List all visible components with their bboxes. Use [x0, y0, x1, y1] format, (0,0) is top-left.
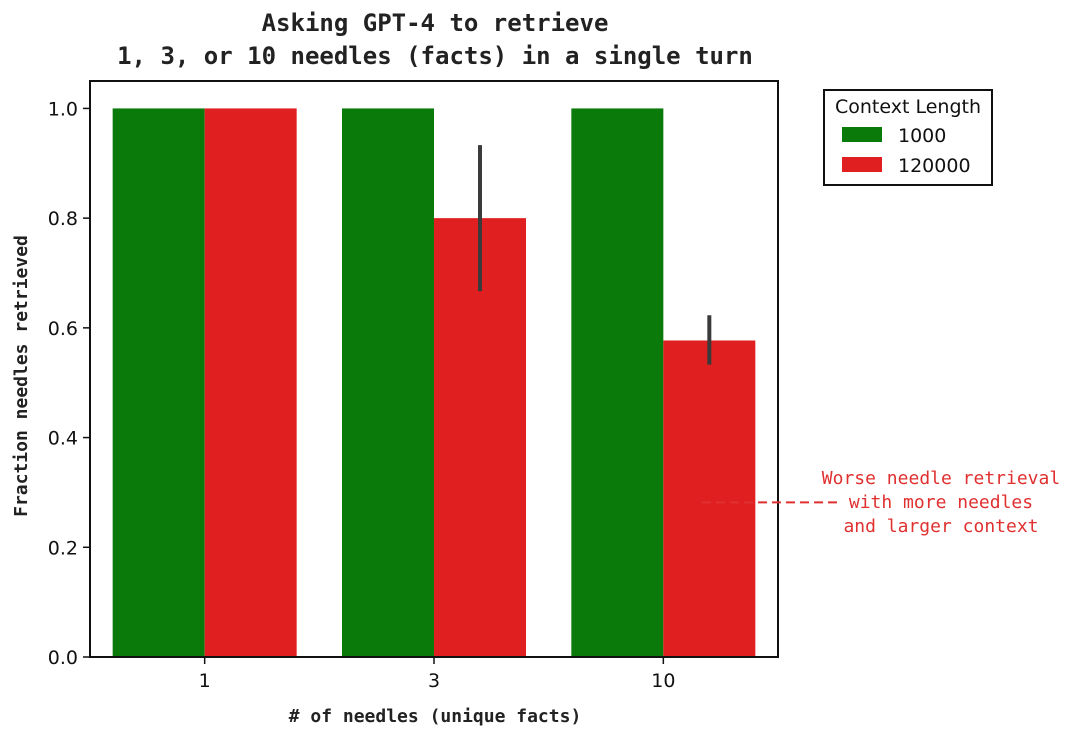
x-axis: 1 3 10 — [199, 657, 675, 692]
legend: Context Length 1000 120000 — [823, 89, 993, 186]
legend-swatch-1000 — [842, 127, 882, 142]
y-tick-label-1: 0.2 — [48, 537, 78, 559]
bars-group — [112, 108, 756, 657]
y-tick-label-3: 0.6 — [48, 318, 78, 340]
legend-label-1000: 1000 — [898, 125, 946, 147]
y-tick-label-0: 0.0 — [48, 647, 78, 669]
legend-label-120000: 120000 — [898, 155, 971, 177]
y-tick-label-2: 0.4 — [48, 428, 78, 450]
bar-1000-3 — [342, 108, 434, 657]
annotation-text-line-2: with more needles — [849, 492, 1033, 513]
bar-120000-10 — [663, 340, 756, 657]
x-tick-label-10: 10 — [651, 670, 675, 692]
chart-title: Asking GPT-4 to retrieve 1, 3, or 10 nee… — [117, 9, 753, 70]
annotation-text-line-1: Worse needle retrieval — [822, 468, 1060, 489]
legend-swatch-120000 — [842, 157, 882, 172]
y-axis: 0.0 0.2 0.4 0.6 0.8 1.0 — [48, 98, 90, 669]
bar-120000-1 — [204, 108, 297, 657]
bar-120000-3 — [434, 218, 526, 657]
chart-title-line-1: Asking GPT-4 to retrieve — [262, 9, 609, 37]
annotation: Worse needle retrieval with more needles… — [702, 468, 1060, 537]
y-axis-label: Fraction needles retrieved — [11, 235, 32, 517]
bar-1000-1 — [112, 108, 205, 657]
y-tick-label-4: 0.8 — [48, 208, 78, 230]
chart-title-line-2: 1, 3, or 10 needles (facts) in a single … — [117, 42, 753, 70]
x-tick-label-3: 3 — [428, 670, 440, 692]
x-axis-label: # of needles (unique facts) — [289, 706, 582, 727]
x-tick-label-1: 1 — [199, 670, 211, 692]
error-bars-group — [478, 145, 712, 365]
annotation-text-line-3: and larger context — [843, 516, 1038, 537]
legend-title: Context Length — [835, 96, 981, 118]
bar-1000-10 — [571, 108, 664, 657]
y-tick-label-5: 1.0 — [48, 98, 78, 120]
